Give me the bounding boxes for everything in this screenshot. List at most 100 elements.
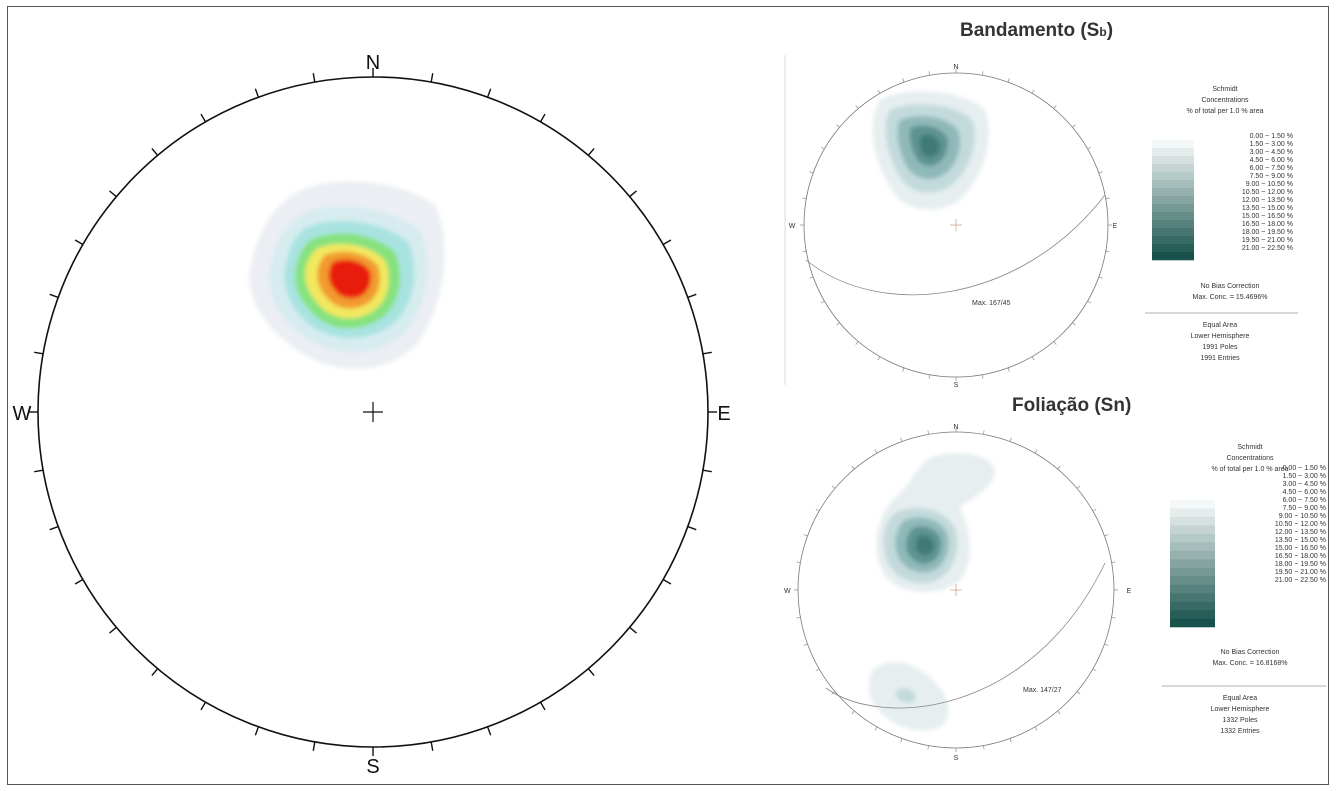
tick-mark xyxy=(1007,78,1010,83)
north-label: N xyxy=(953,424,958,431)
legend-range: 19.50 ~ 21.00 % xyxy=(1275,569,1326,576)
tick-mark xyxy=(802,251,807,253)
contour-level-7 xyxy=(328,259,371,299)
south-label: S xyxy=(366,756,379,778)
legend-range: 16.50 ~ 18.00 % xyxy=(1242,221,1293,228)
tick-mark xyxy=(662,578,672,585)
legend-range: 16.50 ~ 18.00 % xyxy=(1275,553,1326,560)
tick-mark xyxy=(855,105,859,109)
tick-mark xyxy=(312,73,316,83)
legend-swatch xyxy=(1170,576,1215,585)
legend-swatch xyxy=(1170,601,1215,611)
legend-swatch xyxy=(1152,188,1194,197)
panel-title-foliacao: Foliação (Sn) xyxy=(1012,395,1132,416)
tick-mark xyxy=(900,738,903,743)
tick-mark xyxy=(900,437,903,442)
legend-range: 3.00 ~ 4.50 % xyxy=(1250,149,1293,156)
tick-mark xyxy=(902,78,905,83)
legend-range: 10.50 ~ 12.00 % xyxy=(1275,521,1326,528)
tick-mark xyxy=(983,745,985,750)
tick-mark xyxy=(1098,171,1103,174)
tick-mark xyxy=(629,626,637,634)
tick-mark xyxy=(702,351,712,355)
tick-mark xyxy=(486,88,492,98)
west-label: W xyxy=(13,403,32,425)
projection-2: Lower Hemisphere xyxy=(1211,706,1270,713)
tick-marks xyxy=(794,428,1118,752)
legend-swatch xyxy=(1152,212,1194,221)
legend-range: 6.00 ~ 7.50 % xyxy=(1283,497,1326,504)
tick-mark xyxy=(49,525,59,531)
legend-range: 18.00 ~ 19.50 % xyxy=(1242,229,1293,236)
max-label: Max. 147/27 xyxy=(1023,687,1062,694)
tick-mark xyxy=(629,190,637,198)
legend-swatch xyxy=(1170,567,1215,577)
south-label: S xyxy=(954,382,959,389)
legend-range: 13.50 ~ 15.00 % xyxy=(1275,537,1326,544)
tick-mark xyxy=(983,430,985,435)
legend-swatch xyxy=(1170,550,1215,560)
legend-range: 1.50 ~ 3.00 % xyxy=(1250,141,1293,148)
tick-mark xyxy=(1076,691,1081,695)
tick-mark xyxy=(836,322,840,326)
tick-mark xyxy=(1034,449,1038,454)
legend-range: 0.00 ~ 1.50 % xyxy=(1283,465,1326,472)
projection-2: Lower Hemisphere xyxy=(1191,333,1250,340)
tick-mark xyxy=(874,449,878,454)
legend-range: 6.00 ~ 7.50 % xyxy=(1250,165,1293,172)
tick-mark xyxy=(1092,668,1097,672)
north-label: N xyxy=(953,64,958,71)
tick-mark xyxy=(809,171,814,174)
tick-mark xyxy=(1031,89,1035,94)
legend-swatch xyxy=(1170,508,1215,518)
legend-range: 12.00 ~ 13.50 % xyxy=(1242,197,1293,204)
south-label: S xyxy=(954,755,959,762)
legend-swatch xyxy=(1152,172,1194,181)
foliacao-legend: Schmidt Concentrations % of total per 1.… xyxy=(1162,444,1326,735)
tick-mark xyxy=(200,701,207,711)
east-label: E xyxy=(1127,588,1132,595)
tick-mark xyxy=(539,113,546,123)
legend-bias: No Bias Correction xyxy=(1201,283,1260,290)
tick-mark xyxy=(982,71,984,76)
tick-mark xyxy=(928,374,930,379)
tick-mark xyxy=(109,190,117,198)
legend-swatch xyxy=(1170,610,1215,619)
legend-swatch xyxy=(1152,220,1194,229)
tick-mark xyxy=(815,508,820,512)
tick-mark xyxy=(34,351,44,355)
tick-mark xyxy=(1104,643,1109,646)
tick-mark xyxy=(151,148,159,156)
tick-mark xyxy=(539,701,546,711)
projection-3: 1991 Poles xyxy=(1202,344,1238,351)
tick-mark xyxy=(803,643,808,646)
legend-range: 15.00 ~ 16.50 % xyxy=(1275,545,1326,552)
center-cross xyxy=(363,402,383,422)
legend-bias: No Bias Correction xyxy=(1221,649,1280,656)
legend-range: 21.00 ~ 22.50 % xyxy=(1275,577,1326,584)
legend-swatch xyxy=(1170,533,1215,543)
tick-mark xyxy=(587,668,595,676)
legend-header-3: % of total per 1.0 % area xyxy=(1211,466,1288,473)
legend-swatches xyxy=(1152,140,1194,261)
projection-1: Equal Area xyxy=(1203,322,1237,329)
legend-swatch xyxy=(1152,164,1194,173)
legend-swatch xyxy=(1152,156,1194,165)
bandamento-stereonet: N S E W Max. 167/45 xyxy=(784,55,1118,389)
tick-mark xyxy=(254,88,260,98)
tick-mark xyxy=(796,561,801,563)
tick-mark xyxy=(1072,124,1076,128)
projection-4: 1991 Entries xyxy=(1200,355,1240,362)
tick-mark xyxy=(1053,341,1057,345)
tick-marks xyxy=(800,69,1112,381)
legend-swatch xyxy=(1170,500,1215,509)
density-contours xyxy=(249,181,445,369)
legend-swatch xyxy=(1152,244,1194,253)
tick-mark xyxy=(1009,738,1012,743)
legend-swatch xyxy=(1152,148,1194,157)
tick-mark xyxy=(587,148,595,156)
panel-title-bandamento: Bandamento (Sb) xyxy=(960,20,1114,41)
tick-mark xyxy=(312,741,316,751)
tick-mark xyxy=(74,239,84,246)
tick-mark xyxy=(200,113,207,123)
